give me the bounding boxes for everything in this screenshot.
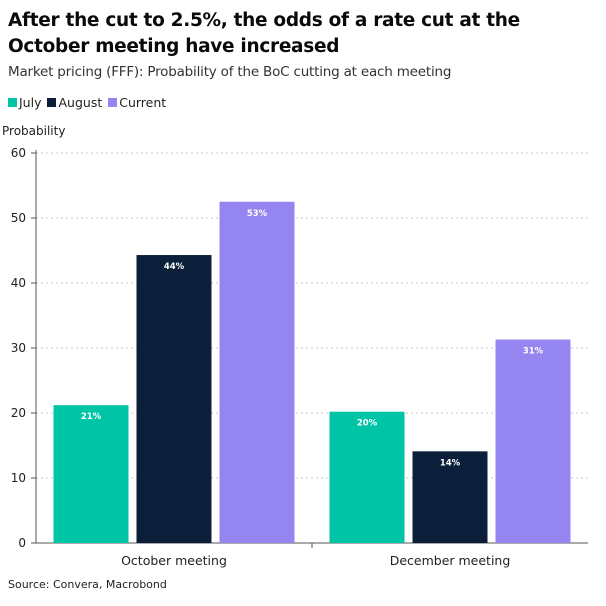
legend-swatch-current (108, 98, 118, 107)
y-tick-label-0: 0 (18, 536, 26, 550)
legend-item-current: Current (108, 95, 166, 110)
bar-current-1 (495, 339, 571, 543)
legend-label-august: August (58, 95, 103, 110)
x-category-label-1: December meeting (390, 553, 511, 568)
legend-label-current: Current (119, 95, 167, 110)
data-label-july-0: 21% (81, 412, 102, 422)
data-label-july-1: 20% (357, 419, 378, 429)
y-tick-label-50: 50 (11, 211, 26, 225)
chart-title: After the cut to 2.5%, the odds of a rat… (8, 10, 520, 57)
y-axis-title: Probability (2, 124, 65, 138)
chart-subtitle: Market pricing (FFF): Probability of the… (8, 64, 452, 80)
legend-swatch-july (8, 98, 17, 107)
y-tick-label-60: 60 (11, 146, 26, 160)
legend-swatch-august (47, 98, 57, 107)
data-label-august-1: 14% (440, 458, 461, 468)
y-tick-label-40: 40 (11, 276, 26, 290)
source-note: Source: Convera, Macrobond (8, 578, 167, 591)
y-tick-label-20: 20 (11, 406, 26, 420)
x-category-label-0: October meeting (121, 553, 227, 568)
y-tick-label-30: 30 (11, 341, 26, 355)
legend: July August Current (8, 95, 166, 110)
bar-current-0 (219, 201, 295, 543)
bar-august-0 (136, 255, 212, 544)
y-tick-label-10: 10 (11, 471, 26, 485)
bar-july-0 (53, 405, 129, 543)
data-label-current-0: 53% (247, 209, 268, 219)
bar-july-1 (329, 411, 405, 543)
legend-label-july: July (19, 95, 42, 110)
data-label-august-0: 44% (164, 262, 185, 272)
data-label-current-1: 31% (523, 347, 544, 357)
legend-item-august: August (47, 95, 102, 110)
bar-august-1 (412, 451, 488, 543)
legend-item-july: July (8, 95, 41, 110)
